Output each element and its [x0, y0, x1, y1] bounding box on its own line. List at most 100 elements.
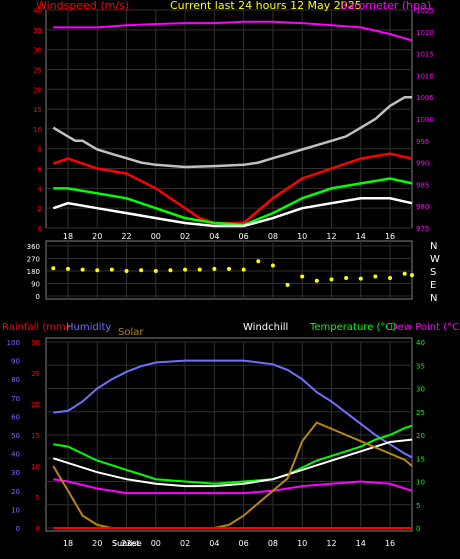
- rain-tick-label: 15: [31, 432, 40, 440]
- barometer-tick-label: 1025: [416, 7, 434, 15]
- time-tick-label: 12: [326, 232, 336, 241]
- legend-temperature: Temperature (°C): [309, 322, 396, 333]
- wind-direction-point: [270, 263, 275, 268]
- direction-tick-label: 270: [27, 256, 40, 264]
- wind-direction-point: [153, 269, 158, 273]
- temp-tick-label: 5: [416, 502, 420, 510]
- compass-label: W: [430, 254, 440, 265]
- series-windchill: [53, 438, 413, 488]
- wind-direction-point: [212, 266, 217, 271]
- barometer-tick-label: 1000: [416, 116, 434, 124]
- wind-direction-point: [344, 275, 349, 280]
- wind-direction-point: [388, 275, 393, 280]
- barometer-axis-label: Barometer (hpa): [340, 0, 431, 12]
- time-tick-label: 02: [180, 539, 190, 548]
- wind-baro-frame: [45, 9, 413, 229]
- rain-tick-label: 30: [31, 339, 40, 347]
- windspeed-tick-label: 2: [38, 205, 42, 213]
- wind-direction-point: [300, 274, 305, 279]
- time-tick-label: 22: [121, 539, 131, 548]
- time-tick-label: 20: [92, 232, 102, 241]
- wind-direction-point: [402, 271, 407, 276]
- wind-direction-frame: [45, 240, 413, 300]
- rain-tick-label: 10: [31, 463, 40, 471]
- humidity-tick-label: 30: [11, 469, 20, 477]
- sunrise-label: Sunrise: [112, 539, 142, 548]
- wind-direction-point: [410, 273, 414, 278]
- wind-direction-point: [373, 274, 378, 279]
- wind-direction-point: [314, 278, 319, 283]
- temp-tick-label: 40: [416, 339, 425, 347]
- barometer-tick-label: 995: [416, 138, 429, 146]
- windspeed-tick-label: 30: [33, 47, 42, 55]
- time-tick-label: 04: [209, 539, 219, 548]
- humidity-tick-label: 60: [11, 413, 20, 421]
- direction-tick-label: 90: [31, 281, 40, 289]
- windspeed-tick-label: 35: [33, 27, 42, 35]
- time-tick-label: 08: [268, 232, 278, 241]
- temp-tick-label: 25: [416, 409, 425, 417]
- time-tick-label: 10: [297, 232, 307, 241]
- temp-tick-label: 20: [416, 432, 425, 440]
- compass-label: E: [430, 280, 436, 291]
- time-tick-label: 16: [385, 232, 395, 241]
- wind-direction-point: [109, 267, 114, 272]
- temp-tick-label: 10: [416, 479, 425, 487]
- time-tick-label: 00: [151, 232, 161, 241]
- wind-direction-point: [183, 267, 188, 272]
- wind-direction-point: [139, 268, 144, 273]
- barometer-tick-label: 990: [416, 160, 429, 168]
- temp-tick-label: 0: [416, 525, 420, 533]
- humidity-tick-label: 50: [11, 432, 20, 440]
- time-tick-label: 12: [326, 539, 336, 548]
- humidity-tick-label: 80: [11, 376, 20, 384]
- time-tick-label: 18: [63, 539, 73, 548]
- humidity-tick-label: 0: [16, 525, 20, 533]
- windspeed-tick-label: 8: [38, 146, 42, 154]
- rain-tick-label: 25: [31, 370, 40, 378]
- time-tick-label: 22: [121, 232, 131, 241]
- legend-windchill: Windchill: [243, 322, 288, 333]
- humidity-tick-label: 70: [11, 395, 20, 403]
- windspeed-tick-label: 40: [33, 7, 42, 15]
- wind-direction-point: [124, 269, 129, 273]
- time-tick-label: 00: [151, 539, 161, 548]
- grid-panel-1: [46, 9, 412, 229]
- time-tick-label: 06: [239, 232, 249, 241]
- rain-tick-label: 0: [36, 525, 40, 533]
- humidity-tick-label: 40: [11, 451, 20, 459]
- wind-direction-point: [358, 276, 363, 281]
- direction-tick-label: 360: [27, 243, 40, 251]
- wind-direction-point: [80, 267, 85, 272]
- temp-tick-label: 35: [416, 362, 425, 370]
- series-panel-3: [52, 359, 413, 529]
- humidity-tick-label: 90: [11, 358, 20, 366]
- windspeed-tick-label: 0: [38, 225, 42, 233]
- chart-title: Current last 24 hours 12 May 2025: [170, 0, 362, 12]
- windspeed-tick-label: 6: [38, 166, 43, 174]
- time-tick-label: 08: [268, 539, 278, 548]
- direction-tick-label: 0: [36, 293, 40, 301]
- grid-panel-2: [46, 241, 412, 299]
- wind-direction-point: [256, 259, 261, 264]
- series-line: [52, 95, 412, 169]
- series-line: [52, 197, 413, 228]
- series-temperature-c-: [53, 424, 413, 485]
- series-humidity: [53, 359, 413, 459]
- humidity-tick-label: 100: [7, 339, 20, 347]
- humidity-tick-label: 20: [11, 488, 20, 496]
- temp-tick-label: 15: [416, 455, 425, 463]
- legend-humidity: Humidity: [66, 322, 111, 333]
- wind-direction-point: [241, 267, 246, 272]
- time-tick-label: 20: [92, 539, 102, 548]
- legend-solar: Solar: [118, 327, 144, 338]
- time-tick-label: 14: [356, 539, 366, 548]
- wind-direction-point: [168, 268, 173, 273]
- compass-label: S: [430, 267, 436, 278]
- barometer-tick-label: 980: [416, 203, 429, 211]
- rain-tick-label: 20: [31, 401, 40, 409]
- time-tick-label: 18: [63, 232, 73, 241]
- series-solar: [52, 421, 413, 529]
- sunset-label: Sunset: [112, 539, 139, 548]
